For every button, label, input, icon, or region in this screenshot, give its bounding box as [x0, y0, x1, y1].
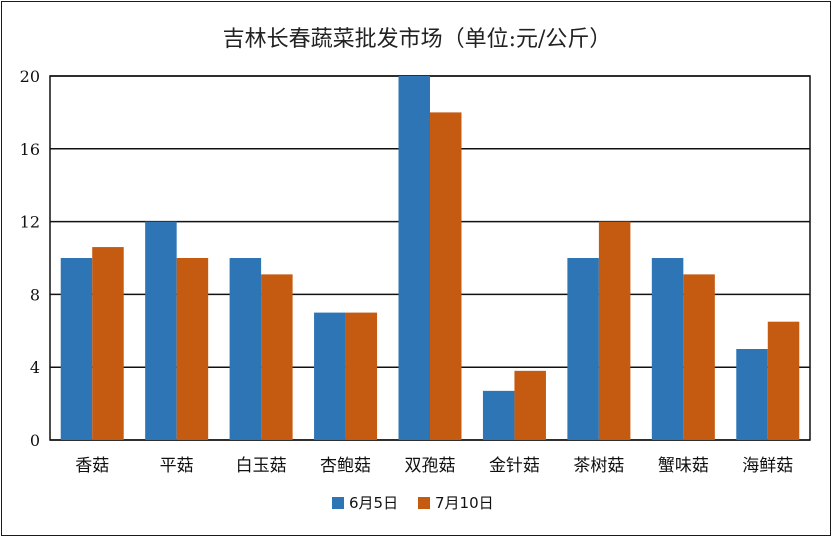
x-category-label: 茶树菇 [573, 456, 624, 476]
chart-title: 吉林长春蔬菜批发市场（单位:元/公斤） [223, 27, 612, 52]
bar-series-1 [482, 390, 515, 440]
y-tick-label: 0 [30, 431, 40, 450]
legend-swatch [418, 497, 430, 509]
x-category-label: 蟹味菇 [658, 456, 709, 476]
x-category-label: 白玉菇 [236, 456, 287, 476]
bar-series-1 [651, 258, 684, 440]
bar-series-1 [314, 312, 346, 440]
bar-series-2 [767, 321, 800, 440]
bar-series-2 [683, 274, 715, 440]
legend-label: 7月10日 [435, 494, 494, 512]
bar-series-1 [60, 258, 93, 440]
bar-series-1 [145, 221, 177, 440]
bar-series-2 [598, 221, 631, 440]
x-axis-categories: 香菇 平菇 白玉菇 杏鲍菇 双孢菇 金针菇 茶树菇 蟹味菇 海鲜菇 [75, 456, 793, 476]
x-category-label: 香菇 [75, 456, 109, 476]
x-category-label: 双孢菇 [405, 456, 456, 476]
x-category-label: 杏鲍菇 [320, 456, 371, 476]
y-axis-ticks: 0 4 8 12 16 20 [20, 67, 40, 450]
bar-series-2 [176, 258, 209, 440]
bar-series-1 [736, 349, 768, 440]
legend-swatch [332, 497, 344, 509]
bar-series-2 [514, 370, 546, 440]
y-tick-label: 12 [20, 213, 40, 232]
x-category-label: 金针菇 [489, 456, 540, 476]
bar-series-1 [567, 258, 599, 440]
y-tick-label: 4 [30, 358, 40, 377]
bar-series-1 [229, 258, 262, 440]
legend-label: 6月5日 [349, 494, 398, 512]
x-category-label: 海鲜菇 [742, 456, 793, 476]
y-tick-label: 16 [20, 140, 40, 159]
legend: 6月5日 7月10日 [332, 494, 494, 512]
bar-series-2 [430, 112, 462, 441]
bar-series-2 [92, 247, 124, 440]
bars [60, 76, 800, 441]
bar-series-2 [345, 312, 378, 440]
bar-series-2 [261, 274, 293, 440]
x-category-label: 平菇 [160, 456, 194, 476]
bar-series-1 [398, 76, 430, 440]
y-tick-label: 8 [30, 285, 40, 304]
y-tick-label: 20 [20, 67, 40, 86]
